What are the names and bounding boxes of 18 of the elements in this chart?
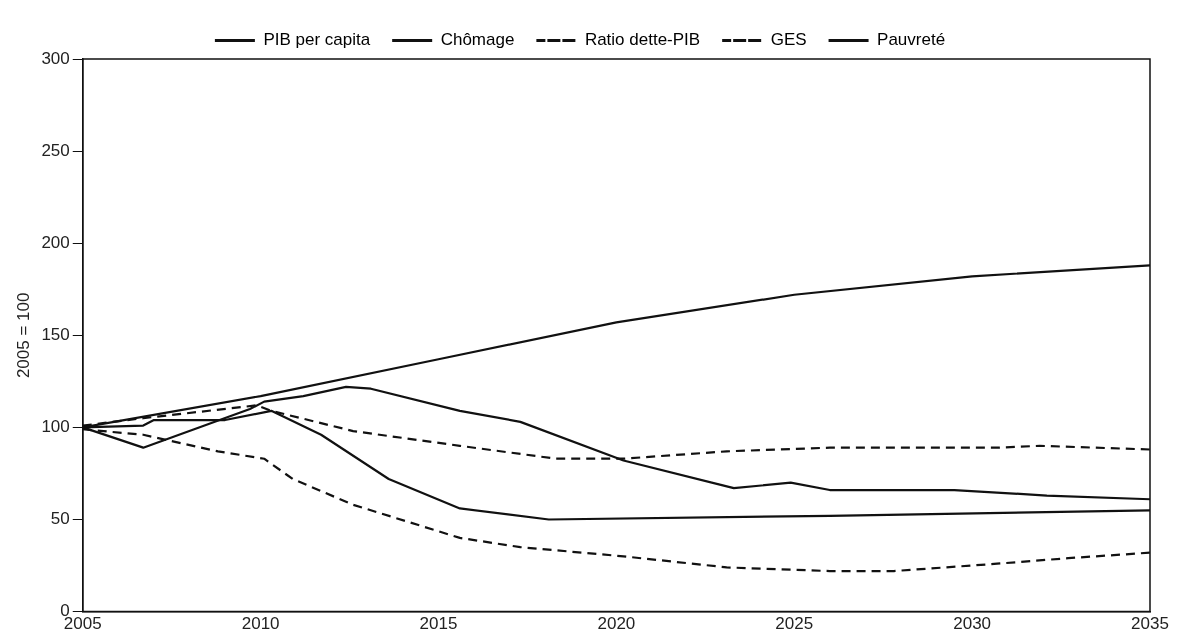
y-tick-label: 250 <box>41 140 70 160</box>
x-tick-label: 2020 <box>597 614 636 634</box>
legend-label: GES <box>770 30 807 50</box>
y-tick-label: 50 <box>50 509 70 529</box>
legend-label: PIB per capita <box>263 30 371 50</box>
x-tick-label: 2025 <box>775 614 814 634</box>
x-tick-label: 2030 <box>953 614 992 634</box>
legend-label: Chômage <box>440 30 515 50</box>
y-axis-title: 2005 = 100 <box>13 292 33 379</box>
y-tick-label: 100 <box>41 417 70 437</box>
legend-label: Ratio dette-PIB <box>584 30 701 50</box>
x-tick-label: 2015 <box>419 614 458 634</box>
legend-label: Pauvreté <box>877 30 946 50</box>
y-tick-label: 300 <box>41 48 70 68</box>
y-tick-label: 200 <box>41 232 70 252</box>
y-tick-label: 150 <box>41 324 70 344</box>
x-tick-label: 2010 <box>241 614 280 634</box>
x-tick-label: 2035 <box>1131 614 1169 634</box>
